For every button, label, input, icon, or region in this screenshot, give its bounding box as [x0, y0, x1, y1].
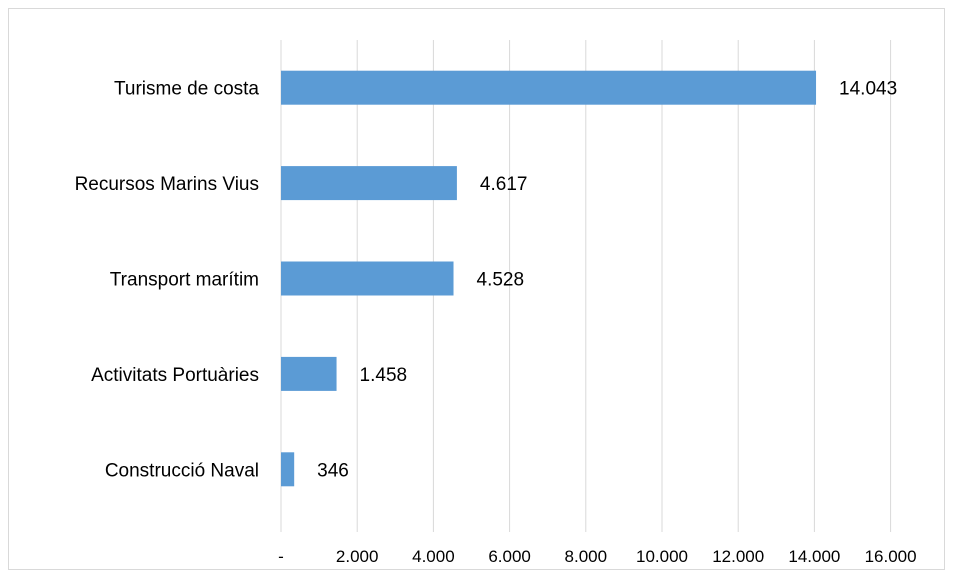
category-label: Transport marítim [110, 270, 259, 291]
gridlines [280, 40, 892, 532]
data-label: 4.528 [477, 270, 525, 291]
x-tick-label: 10.000 [636, 547, 688, 566]
data-label: 1.458 [360, 365, 408, 386]
data-label: 14.043 [839, 79, 897, 100]
category-label: Activitats Portuàries [91, 365, 259, 386]
bar [281, 356, 337, 391]
category-labels: Turisme de costa Recursos Marins Vius Tran… [75, 79, 260, 482]
x-tick-label: 14.000 [788, 547, 840, 566]
value-labels: 14.043 4.617 4.528 1.458 346 [317, 79, 897, 482]
x-tick-label: 4.000 [412, 547, 455, 566]
category-label: Recursos Marins Vius [75, 174, 259, 195]
bar [281, 70, 817, 105]
data-label: 4.617 [480, 174, 528, 195]
data-label: 346 [317, 460, 349, 481]
bar [281, 261, 454, 296]
x-tick-label: 6.000 [488, 547, 531, 566]
bar [281, 452, 295, 487]
x-tick-label: 12.000 [712, 547, 764, 566]
category-label: Turisme de costa [114, 79, 259, 100]
bars [281, 70, 817, 487]
x-tick-label: 8.000 [565, 547, 608, 566]
category-label: Construcció Naval [105, 460, 259, 481]
x-tick-label: 16.000 [865, 547, 917, 566]
x-tick-labels: - 2.000 4.000 6.000 8.000 10.000 12.000 14.000 1… [278, 547, 916, 566]
x-tick-label: 2.000 [336, 547, 379, 566]
x-tick-label: - [278, 547, 284, 566]
bar [281, 166, 457, 201]
